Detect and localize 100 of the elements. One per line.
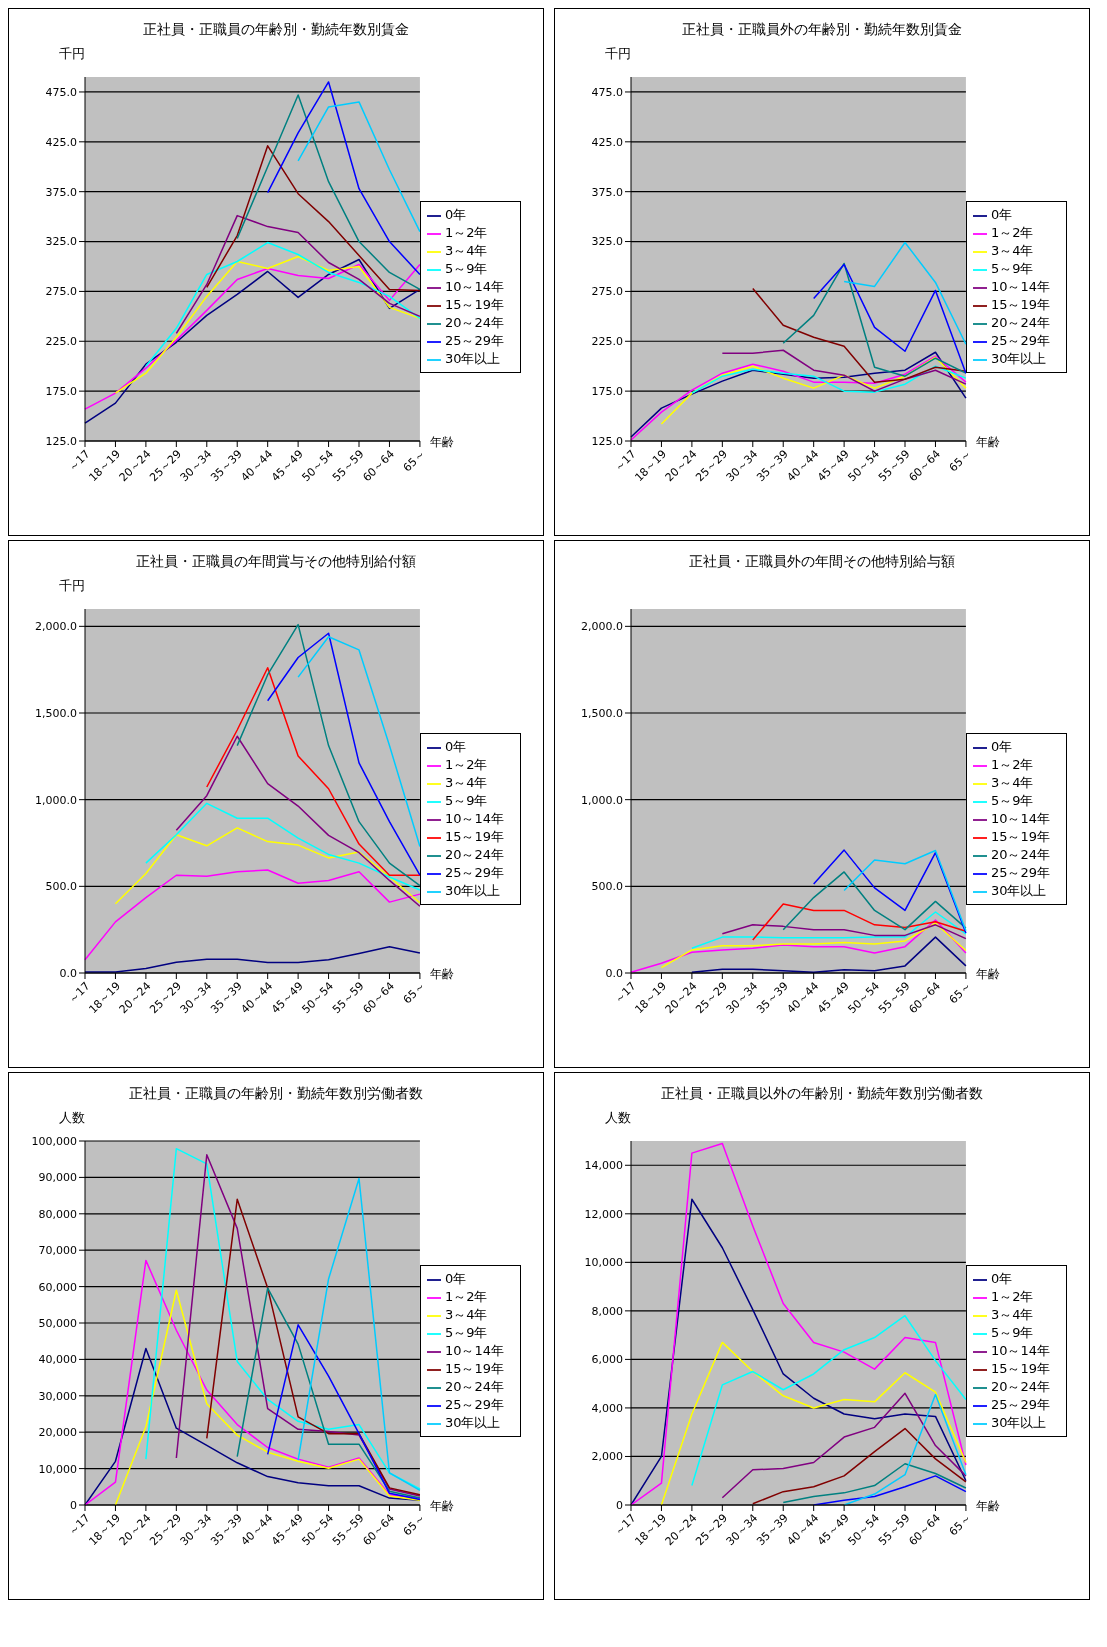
y-tick-label: 8,000: [591, 1304, 623, 1318]
line-series: [660, 356, 967, 425]
legend-label: 0年: [990, 739, 1013, 754]
legend-label: 1～2年: [990, 225, 1034, 240]
y-tick-label: 0: [70, 1498, 77, 1512]
y-tick-label: 10,000: [584, 1256, 623, 1270]
line-series: [236, 1287, 421, 1499]
legend-label: 25～29年: [444, 333, 504, 348]
y-tick-label: 14,000: [584, 1159, 623, 1173]
chart-title: 正社員・正職員以外の年齢別・勤続年数別労働者数: [660, 1085, 984, 1103]
chart-title: 正社員・正職員外の年齢別・勤続年数別賃金: [681, 21, 963, 39]
line-series: [297, 1177, 421, 1492]
legend-label: 3～4年: [990, 775, 1034, 790]
legend-label: 1～2年: [444, 1289, 488, 1304]
legend-label: 5～9年: [444, 1325, 488, 1340]
y-tick-label: 275.0: [591, 285, 623, 299]
y-tick-label: 90,000: [38, 1171, 77, 1185]
y-tick-label: 80,000: [38, 1207, 77, 1221]
legend-label: 30年以上: [990, 351, 1047, 366]
line-series: [812, 849, 967, 934]
y-tick-label: 2,000.0: [581, 620, 623, 634]
y-tick-label: 1,000.0: [35, 793, 77, 807]
y-tick-label: 30,000: [38, 1389, 77, 1403]
legend-label: 10～14年: [990, 1343, 1050, 1358]
legend-label: 30年以上: [990, 883, 1047, 898]
y-tick-label: 100,000: [31, 1134, 77, 1148]
legend-label: 15～19年: [444, 829, 504, 844]
y-tick-label: 1,000.0: [581, 793, 623, 807]
x-axis-title: 年齢: [429, 967, 454, 982]
y-axis-title: 千円: [59, 578, 85, 593]
line-series: [691, 1314, 967, 1487]
legend-label: 3～4年: [990, 1307, 1034, 1322]
legend-label: 3～4年: [444, 1307, 488, 1322]
line-series: [691, 365, 967, 394]
legend-label: 1～2年: [990, 757, 1034, 772]
line-series: [114, 255, 421, 394]
line-series: [266, 81, 421, 276]
y-tick-label: 2,000: [591, 1450, 623, 1464]
line-series: [843, 241, 967, 346]
y-tick-label: 425.0: [45, 135, 77, 149]
line-series: [266, 1324, 421, 1501]
y-tick-label: 12,000: [584, 1207, 623, 1221]
line-series: [660, 922, 967, 969]
legend-label: 10～14年: [444, 279, 504, 294]
line-series: [691, 936, 967, 973]
y-tick-label: 125.0: [45, 434, 77, 448]
legend-label: 5～9年: [444, 793, 488, 808]
line-series: [691, 911, 967, 949]
line-series: [752, 903, 967, 941]
y-tick-label: 10,000: [38, 1462, 77, 1476]
y-tick-label: 225.0: [591, 335, 623, 349]
legend-label: 25～29年: [990, 1397, 1050, 1412]
legend-label: 0年: [444, 739, 467, 754]
x-tick-label: 65～: [946, 447, 974, 475]
legend-label: 10～14年: [444, 1343, 504, 1358]
x-tick-label: 65～: [400, 1511, 428, 1539]
legend-label: 5～9年: [990, 793, 1034, 808]
y-axis-title: 千円: [59, 46, 85, 61]
legend-label: 0年: [990, 1271, 1013, 1286]
y-tick-label: 475.0: [45, 85, 77, 99]
legend-label: 1～2年: [444, 225, 488, 240]
y-tick-label: 70,000: [38, 1244, 77, 1258]
legend-label: 20～24年: [444, 1379, 504, 1394]
line-series: [145, 802, 421, 891]
x-axis-title: 年齢: [975, 967, 1000, 982]
y-tick-label: 1,500.0: [35, 706, 77, 720]
legend-label: 3～4年: [444, 775, 488, 790]
x-axis-title: 年齢: [429, 1499, 454, 1514]
x-axis-title: 年齢: [975, 435, 1000, 450]
legend-label: 15～19年: [444, 1361, 504, 1376]
y-tick-label: 375.0: [45, 185, 77, 199]
line-series: [752, 287, 967, 383]
legend-label: 5～9年: [990, 1325, 1034, 1340]
legend-label: 10～14年: [990, 279, 1050, 294]
y-axis-title: 千円: [605, 46, 631, 61]
x-tick-label: 65～: [946, 1511, 974, 1539]
chart-title: 正社員・正職員外の年間その他特別給与額: [688, 553, 956, 571]
legend-label: 0年: [990, 207, 1013, 222]
legend-label: 15～19年: [990, 297, 1050, 312]
line-series: [266, 632, 421, 876]
legend-label: 3～4年: [444, 243, 488, 258]
x-axis-title: 年齢: [429, 435, 454, 450]
legend-label: 30年以上: [444, 1415, 501, 1430]
line-series: [297, 101, 421, 233]
line-series: [721, 1392, 967, 1499]
line-series: [660, 1341, 967, 1505]
y-tick-label: 500.0: [591, 880, 623, 894]
legend-label: 20～24年: [990, 847, 1050, 862]
legend-label: 0年: [444, 207, 467, 222]
line-series: [206, 1198, 421, 1496]
y-tick-label: 60,000: [38, 1280, 77, 1294]
legend-label: 25～29年: [444, 865, 504, 880]
line-series: [114, 827, 421, 905]
legend-label: 3～4年: [990, 243, 1034, 258]
line-series: [721, 349, 967, 392]
legend-label: 15～19年: [444, 297, 504, 312]
line-series: [114, 1289, 421, 1505]
y-tick-label: 40,000: [38, 1353, 77, 1367]
legend-label: 5～9年: [444, 261, 488, 276]
legend-label: 1～2年: [990, 1289, 1034, 1304]
